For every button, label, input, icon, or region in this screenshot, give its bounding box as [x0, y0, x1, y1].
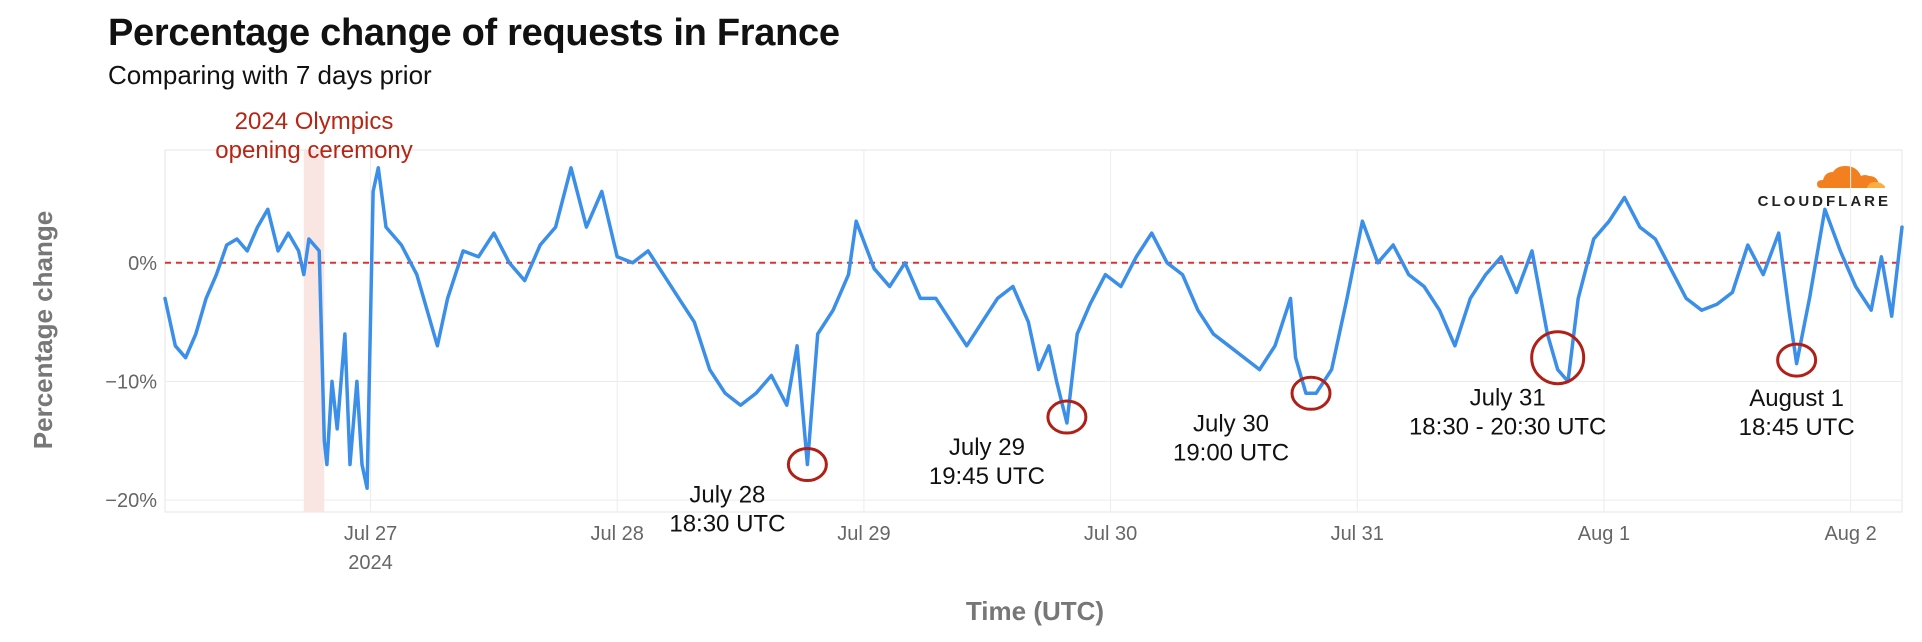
chart-subtitle: Comparing with 7 days prior: [108, 60, 432, 90]
annotation-circle: [1046, 399, 1088, 435]
annotation-label-line: August 1: [1749, 385, 1844, 412]
annotation-circle: [1530, 330, 1586, 386]
x-axis-label: Time (UTC): [966, 596, 1104, 626]
annotation-label-line: July 30: [1193, 410, 1269, 437]
annotation-label-line: 18:30 - 20:30 UTC: [1409, 414, 1606, 441]
x-tick-label: Jul 31: [1331, 523, 1384, 545]
x-tick-label: Jul 27: [344, 523, 397, 545]
annotation-label-line: July 28: [689, 482, 765, 509]
y-tick-label: 0%: [128, 253, 157, 275]
annotation-label-line: 18:45 UTC: [1739, 414, 1855, 441]
y-axis-label: Percentage change: [28, 211, 58, 449]
plot-frame: [164, 149, 1903, 513]
x-tick-label: Aug 2: [1824, 523, 1876, 545]
x-tick-label: Jul 28: [591, 523, 644, 545]
x-tick-label: Jul 30: [1084, 523, 1137, 545]
y-tick-label: −20%: [105, 490, 157, 512]
x-axis-ticks: Jul 27 2024 Jul 28 Jul 29 Jul 30 Jul 31 Aug 1 A…: [344, 523, 1877, 574]
band-label-line: opening ceremony: [215, 137, 412, 164]
annotation-label-line: 19:00 UTC: [1173, 439, 1289, 466]
x-tick-label: Aug 1: [1578, 523, 1630, 545]
band-label-line: 2024 Olympics: [235, 108, 394, 135]
annotation-label-line: July 29: [949, 434, 1025, 461]
series-line: [163, 166, 1904, 491]
annotation-circle: [786, 447, 828, 483]
y-axis-ticks: 0% −10% −20%: [105, 253, 157, 512]
chart-title: Percentage change of requests in France: [108, 12, 840, 54]
annotation-circle: [1290, 375, 1332, 411]
annotation-circle: [1776, 342, 1818, 378]
annotation-label-line: 18:30 UTC: [669, 511, 785, 538]
annotation-label-line: July 31: [1470, 385, 1546, 412]
logo-wordmark: CLOUDFLARE: [1757, 193, 1891, 210]
chart-grid: [164, 149, 1903, 513]
y-tick-label: −10%: [105, 371, 157, 393]
series-layer: [163, 166, 1904, 491]
annotation-label-line: 19:45 UTC: [929, 463, 1045, 490]
x-tick-label: Jul 29: [837, 523, 890, 545]
x-tick-sublabel: 2024: [348, 552, 393, 574]
